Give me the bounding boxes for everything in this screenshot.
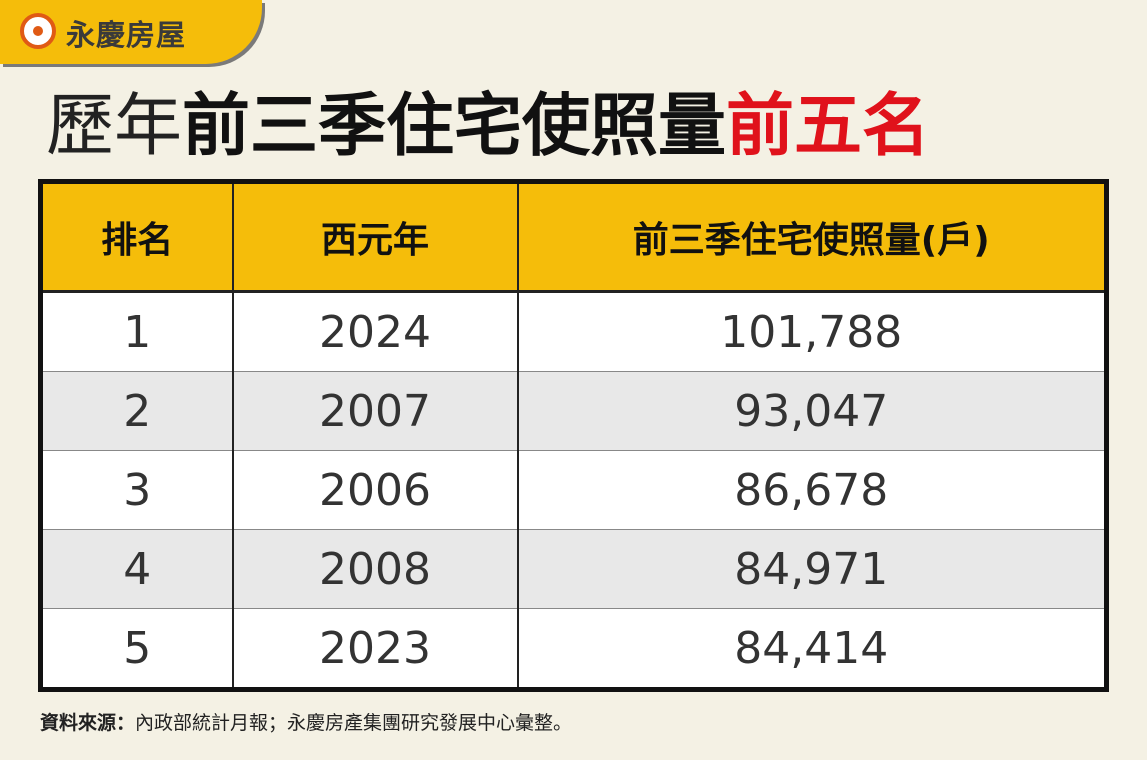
rank-cell: 3 [39, 450, 234, 530]
table-row: 3 2006 86,678 [39, 450, 1108, 530]
ring-logo-icon [20, 13, 56, 49]
rank-cell: 4 [39, 529, 234, 609]
rank-cell: 1 [39, 291, 234, 372]
permit-count-cell: 84,414 [516, 608, 1108, 690]
table-row: 4 2008 84,971 [39, 529, 1108, 609]
source-text: 內政部統計月報；永慶房產集團研究發展中心彙整。 [135, 712, 573, 734]
source-label: 資料來源： [40, 712, 136, 734]
permit-count-cell: 84,971 [516, 529, 1108, 609]
year-cell: 2024 [231, 291, 519, 372]
title-part-bold: 前三季住宅使照量 [182, 87, 727, 166]
permit-count-cell: 101,788 [516, 291, 1108, 372]
year-cell: 2023 [231, 608, 519, 690]
table-row: 1 2024 101,788 [39, 291, 1108, 372]
rank-cell: 2 [39, 371, 234, 451]
table-row: 5 2023 84,414 [39, 608, 1108, 690]
title-part-highlight: 前五名 [726, 87, 931, 166]
permit-count-cell: 93,047 [516, 371, 1108, 451]
column-header: 西元年 [231, 180, 519, 293]
table-row: 2 2007 93,047 [39, 371, 1108, 451]
rank-cell: 5 [39, 608, 234, 690]
table-header-row: 排名 西元年 前三季住宅使照量(戶) [39, 180, 1108, 293]
source-note: 資料來源：內政部統計月報；永慶房產集團研究發展中心彙整。 [40, 708, 572, 735]
brand-tab: 永慶房屋 [0, 0, 262, 64]
ranking-table: 排名 西元年 前三季住宅使照量(戶) 1 2024 101,788 2 2007… [38, 179, 1109, 692]
column-header: 排名 [39, 180, 234, 293]
year-cell: 2006 [231, 450, 519, 530]
permit-count-cell: 86,678 [516, 450, 1108, 530]
brand-name: 永慶房屋 [66, 18, 187, 52]
column-header: 前三季住宅使照量(戶) [516, 180, 1108, 293]
title-part-light: 歷年 [46, 87, 183, 166]
page-title: 歷年前三季住宅使照量前五名 [46, 86, 930, 168]
year-cell: 2008 [231, 529, 519, 609]
year-cell: 2007 [231, 371, 519, 451]
